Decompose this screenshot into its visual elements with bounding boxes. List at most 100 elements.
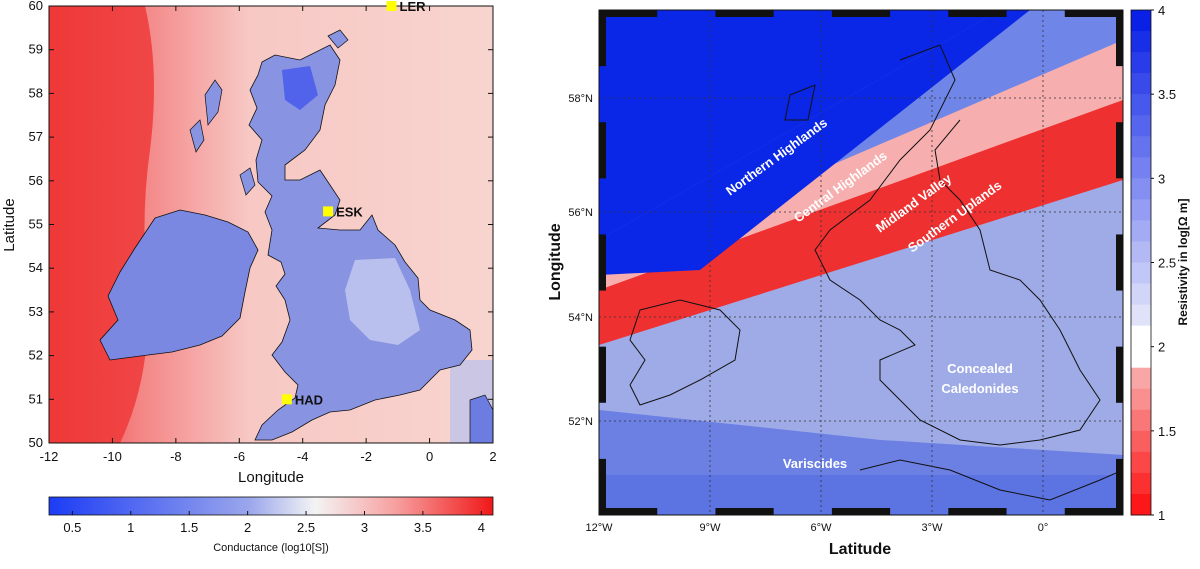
colorbar-tick-label: 1 xyxy=(1158,508,1165,523)
coastline xyxy=(629,44,1123,501)
colorbar-step xyxy=(1131,136,1151,158)
colorbar-step xyxy=(1131,220,1151,242)
region-label-variscides: Variscides xyxy=(783,456,847,471)
map-border-ladder xyxy=(599,10,1123,515)
colorbar-step xyxy=(1131,388,1151,411)
lat-tick-label: 56 xyxy=(29,173,43,188)
colorbar-tick-label: 4 xyxy=(1158,3,1165,18)
lat-tick-label: 54 xyxy=(29,260,43,275)
longitude-tick-label: 6°W xyxy=(811,522,833,534)
northern-highlands-margin xyxy=(599,10,1030,275)
colorbar-step xyxy=(1131,199,1151,221)
lat-tick-label: 58 xyxy=(29,85,43,100)
conductance-colorbar xyxy=(48,496,494,516)
lat-tick-label: 57 xyxy=(29,129,43,144)
station-marker xyxy=(323,206,334,217)
border-segment xyxy=(715,10,774,17)
border-segment xyxy=(1116,122,1123,179)
region-label-caledonides: Caledonides xyxy=(941,381,1018,396)
colorbar-tick-label: 0.5 xyxy=(63,520,81,535)
latitude-tick-label: 54°N xyxy=(568,312,593,324)
resistivity-colorbar-title: Resistivity in log[Ω m] xyxy=(1176,199,1190,326)
colorbar-step xyxy=(1131,346,1151,369)
border-segment xyxy=(599,458,606,515)
border-segment xyxy=(1116,234,1123,291)
border-segment xyxy=(599,10,606,67)
graticule xyxy=(599,10,1123,515)
colorbar-tick-label: 2.5 xyxy=(297,520,315,535)
england-lower-conductance xyxy=(345,258,420,345)
highlands-low-conductance xyxy=(282,66,318,110)
resistivity-map: 12°W 9°W 6°W 3°W 0° 58°N 56°N 54°N 52°N Longitud… xyxy=(547,3,1190,558)
left-x-axis-title: Longitude xyxy=(238,469,304,486)
station-label: HAD xyxy=(295,392,323,407)
right-y-axis-title: Longitude xyxy=(547,223,564,300)
conductance-colorbar-title: Conductance (log10[S]) xyxy=(213,542,329,554)
longitude-tick-label: 9°W xyxy=(700,522,722,534)
colorbar-tick-label: 4 xyxy=(478,520,485,535)
left-y-axis-title: Latitude xyxy=(1,198,18,251)
colorbar-tick-label: 1.5 xyxy=(180,520,198,535)
inner-hebrides xyxy=(239,167,256,196)
colorbar-step xyxy=(1131,451,1151,474)
colorbar-step xyxy=(1131,31,1151,53)
colorbar-tick-label: 3.5 xyxy=(414,520,432,535)
station-marker xyxy=(386,1,397,11)
ireland-landmass xyxy=(99,209,259,361)
colorbar-step xyxy=(1131,430,1151,453)
lat-tick-label: 60 xyxy=(29,0,43,13)
colorbar-tick-label: 2.5 xyxy=(1158,256,1176,271)
border-segment xyxy=(1116,10,1123,67)
station-markers: LER ESK HAD xyxy=(281,0,427,407)
right-map-ticks: 12°W 9°W 6°W 3°W 0° 58°N 56°N 54°N 52°N xyxy=(568,93,1048,534)
caledonides-zone xyxy=(599,180,1123,455)
colorbar-tick-label: 2 xyxy=(244,520,251,535)
colorbar-step xyxy=(1131,10,1151,32)
border-segment xyxy=(1116,458,1123,515)
colorbar-tick-label: 3.5 xyxy=(1158,87,1176,102)
latitude-tick-label: 52°N xyxy=(568,416,593,428)
conductance-map: 60 59 58 57 56 55 54 53 52 51 50-12 -10 -8 -6 -4 -2 0 2 L… xyxy=(1,0,497,554)
left-map-ticks: 60 59 58 57 56 55 54 53 52 51 50-12 -10 -8 -6 -4 -2 0 2 xyxy=(29,0,497,464)
colorbar-step xyxy=(1131,115,1151,137)
resistivity-colorbar xyxy=(1130,9,1152,516)
lat-tick-label: 50 xyxy=(29,435,43,450)
lat-tick-label: 55 xyxy=(29,217,43,232)
lon-tick-label: -10 xyxy=(103,449,122,464)
orkney xyxy=(327,29,349,49)
border-segment xyxy=(948,508,1007,515)
colorbar-step xyxy=(1131,304,1151,327)
colorbar-step xyxy=(1131,409,1151,432)
lon-tick-label: 2 xyxy=(489,449,496,464)
colorbar-step xyxy=(1131,262,1151,285)
colorbar-tick-label: 1.5 xyxy=(1158,424,1176,439)
colorbar-step xyxy=(1131,325,1151,348)
longitude-tick-label: 3°W xyxy=(922,522,944,534)
resistivity-colorbar-ticks: 4 3.5 3 2.5 2 1.5 1 xyxy=(1151,3,1176,523)
lon-tick-label: -12 xyxy=(40,449,59,464)
latitude-tick-label: 56°N xyxy=(568,207,593,219)
colorbar-step xyxy=(1131,157,1151,179)
border-segment xyxy=(715,508,774,515)
border-segment xyxy=(599,122,606,179)
region-label-concealed: Concealed xyxy=(947,361,1013,376)
longitude-tick-label: 12°W xyxy=(585,522,613,534)
border-segment xyxy=(599,346,606,403)
border-segment xyxy=(599,234,606,291)
lat-tick-label: 51 xyxy=(29,391,43,406)
conductance-colorbar-ticks: 0.5 1 1.5 2 2.5 3 3.5 4 xyxy=(63,511,485,535)
border-segment xyxy=(1116,346,1123,403)
colorbar-step xyxy=(1131,493,1151,516)
longitude-tick-label: 0° xyxy=(1038,522,1049,534)
lon-tick-label: 0 xyxy=(426,449,433,464)
border-segment xyxy=(831,10,891,17)
station-label: LER xyxy=(400,0,427,14)
colorbar-step xyxy=(1131,472,1151,495)
deep-ocean-high-conductance xyxy=(49,6,154,443)
right-x-axis-title: Latitude xyxy=(829,541,891,558)
border-segment xyxy=(599,10,658,17)
colorbar-step xyxy=(1131,241,1151,263)
colorbar-tick-label: 3 xyxy=(361,520,368,535)
colorbar-step xyxy=(1131,367,1151,390)
